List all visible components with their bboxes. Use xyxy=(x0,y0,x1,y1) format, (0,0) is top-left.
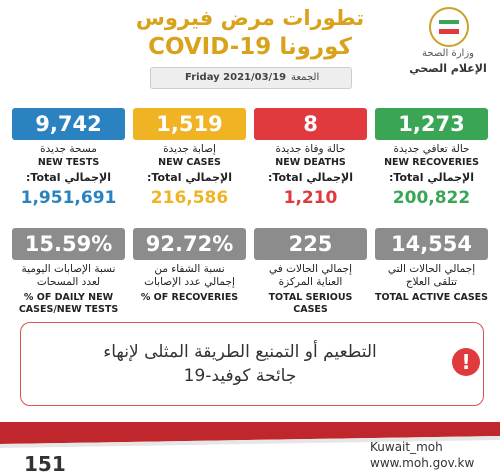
website: www.moh.gov.kw xyxy=(370,456,475,470)
card-label-ar: حالة وفاة جديدة xyxy=(275,143,346,155)
title: كورونا COVID-19 xyxy=(148,34,352,60)
card-label-en: NEW RECOVERIES xyxy=(384,157,479,168)
card-value: 1,519 xyxy=(133,108,246,140)
message-line: التطعيم أو التمنيع الطريقة المثلى لإنهاء xyxy=(103,342,377,362)
footer-band xyxy=(0,422,500,448)
rate-label-ar: إجمالي الحالات في العناية المركزة xyxy=(268,263,353,288)
rate-label-ar: نسبة الإصابات اليومية لعدد المسحات xyxy=(21,263,116,288)
card-value: 1,273 xyxy=(375,108,488,140)
ministry: وزارة الصحة xyxy=(422,48,474,59)
card-label-en: NEW TESTS xyxy=(37,157,100,168)
rate-label-en: % OF RECOVERIES xyxy=(140,292,239,303)
hotline: 151 xyxy=(24,452,66,476)
card-value: 8 xyxy=(254,108,367,140)
day: الجمعة xyxy=(291,72,320,83)
rate-label-en: TOTAL ACTIVE CASES xyxy=(375,292,488,303)
card-total-label: الإجمالي Total: xyxy=(389,171,474,184)
card-label-ar: حالة تعافي جديدة xyxy=(393,143,470,155)
card-total-label: الإجمالي Total: xyxy=(147,171,232,184)
card-total: 216,586 xyxy=(150,188,229,208)
card-total-label: الإجمالي Total: xyxy=(26,171,111,184)
card-label-en: NEW DEATHS xyxy=(275,157,346,168)
rate-value: 14,554 xyxy=(375,228,488,260)
rate-label-ar: نسبة الشفاء من إجمالي عدد الإصابات xyxy=(144,263,235,288)
title: تطورات مرض فيروس xyxy=(135,6,365,30)
card-total: 1,210 xyxy=(283,188,338,208)
rate-label-en: % OF DAILY NEW CASES/NEW TESTS xyxy=(18,292,119,315)
card-value: 9,742 xyxy=(12,108,125,140)
card-label-ar: مسحة جديدة xyxy=(40,143,97,155)
rate-label-ar: إجمالي الحالات التي تتلقى العلاج xyxy=(387,263,476,288)
card-total: 200,822 xyxy=(392,188,471,208)
message-line: جائحة كوفيد-19 xyxy=(183,366,297,386)
rate-value: 15.59% xyxy=(12,228,125,260)
card-label-en: NEW CASES xyxy=(158,157,221,168)
rate-label-en: TOTAL SERIOUS CASES xyxy=(268,292,353,315)
logo xyxy=(429,7,469,47)
card-total-label: الإجمالي Total: xyxy=(268,171,353,184)
message: التطعيم أو التمنيع الطريقة المثلى لإنهاء… xyxy=(60,340,420,388)
message-box xyxy=(20,322,484,406)
date: Friday 2021/03/19 xyxy=(185,72,287,83)
rate-value: 225 xyxy=(254,228,367,260)
department: الإعلام الصحي xyxy=(409,62,487,75)
alert-icon: ! xyxy=(452,348,480,376)
social-handle: Kuwait_moh xyxy=(370,440,443,454)
rate-value: 92.72% xyxy=(133,228,246,260)
card-total: 1,951,691 xyxy=(20,188,117,208)
date-bar: Friday 2021/03/19 الجمعة xyxy=(150,67,352,89)
card-label-ar: إصابة جديدة xyxy=(163,143,216,155)
